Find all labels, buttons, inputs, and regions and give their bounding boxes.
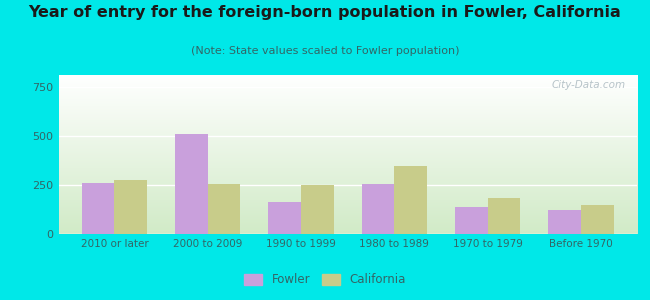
Text: (Note: State values scaled to Fowler population): (Note: State values scaled to Fowler pop… — [190, 46, 460, 56]
Text: City-Data.com: City-Data.com — [551, 80, 625, 90]
Bar — [268, 202, 301, 234]
Bar — [301, 185, 333, 234]
Bar — [581, 205, 614, 234]
Bar — [175, 134, 208, 234]
Bar — [488, 198, 521, 234]
Bar — [82, 183, 114, 234]
Bar — [208, 184, 240, 234]
Bar — [549, 210, 581, 234]
Legend: Fowler, California: Fowler, California — [240, 269, 410, 291]
Text: Year of entry for the foreign-born population in Fowler, California: Year of entry for the foreign-born popul… — [29, 4, 621, 20]
Bar — [455, 206, 488, 234]
Bar — [362, 184, 395, 234]
Bar — [114, 180, 147, 234]
Bar — [395, 166, 427, 234]
